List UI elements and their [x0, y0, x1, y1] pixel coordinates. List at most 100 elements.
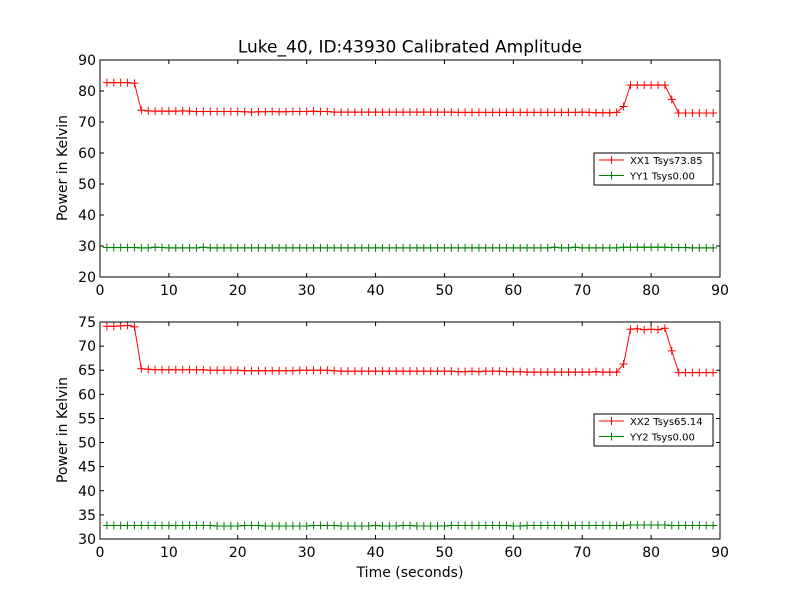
data-point [158, 243, 166, 252]
data-point [488, 521, 497, 530]
data-point [268, 521, 277, 530]
data-point [151, 365, 160, 374]
data-point [447, 243, 456, 252]
x-tick-label: 70 [573, 545, 591, 561]
data-point [523, 521, 532, 530]
data-point [633, 81, 642, 90]
y-tick-label: 40 [78, 484, 96, 500]
data-point [399, 521, 408, 530]
data-point [530, 108, 538, 117]
data-point [392, 108, 401, 117]
data-point [440, 243, 449, 252]
legend-marker [607, 171, 616, 180]
data-point [109, 78, 118, 87]
y-tick-label: 70 [78, 115, 96, 131]
data-point [412, 367, 421, 376]
data-point [399, 108, 408, 117]
data-point [220, 366, 228, 375]
data-point [474, 108, 483, 117]
data-point [585, 368, 594, 377]
data-point [626, 243, 635, 252]
data-point [474, 367, 483, 376]
data-point [502, 243, 511, 252]
x-tick-label: 30 [298, 283, 316, 299]
data-point [474, 521, 483, 530]
data-point [619, 243, 628, 252]
x-tick-label: 30 [298, 545, 316, 561]
data-point [571, 243, 580, 252]
data-point [385, 108, 394, 117]
data-point [481, 367, 490, 376]
data-point [261, 521, 270, 530]
legend: XX1 Tsys73.85 YY1 Tsys0.00 [593, 152, 714, 186]
legend: XX2 Tsys65.14 YY2 Tsys0.00 [593, 413, 714, 447]
data-point [233, 366, 242, 375]
data-point [357, 243, 366, 252]
data-point [633, 521, 642, 530]
data-point [295, 521, 304, 530]
legend-label: YY2 Tsys0.00 [629, 433, 695, 444]
data-point [123, 521, 132, 530]
data-point [667, 95, 676, 104]
data-point [213, 243, 222, 252]
data-point [206, 366, 215, 375]
x-tick-label: 60 [504, 545, 522, 561]
data-point [385, 521, 394, 530]
data-point [275, 107, 284, 116]
data-point [295, 366, 304, 375]
data-point [681, 243, 690, 252]
data-point [371, 243, 380, 252]
data-point [571, 108, 580, 117]
legend-label: XX1 Tsys73.85 [630, 156, 703, 167]
y-tick-label: 60 [78, 387, 96, 403]
y-tick-label: 35 [78, 508, 96, 524]
data-point [674, 109, 683, 118]
data-point [598, 243, 607, 252]
data-point [447, 108, 456, 117]
data-point [509, 521, 518, 530]
data-point [330, 521, 339, 530]
data-point [495, 367, 504, 376]
data-point [626, 81, 635, 90]
data-point [220, 107, 228, 116]
y-axis-label: Power in Kelvin [55, 377, 71, 483]
data-point [626, 521, 635, 530]
x-tick-label: 90 [711, 283, 729, 299]
data-point [578, 108, 587, 117]
data-point [640, 521, 649, 530]
legend-marker [607, 417, 616, 425]
data-point [516, 243, 525, 252]
data-point [488, 243, 497, 252]
data-point [605, 368, 614, 377]
data-point [536, 368, 545, 377]
data-point [151, 243, 160, 252]
data-point [433, 243, 442, 252]
data-point [102, 243, 111, 252]
y-tick-label: 30 [78, 532, 96, 548]
legend-entry: XX2 Tsys65.14 [599, 417, 703, 428]
data-point [592, 367, 600, 376]
data-point [275, 243, 284, 252]
data-point [440, 521, 449, 530]
data-point [378, 367, 387, 376]
x-tick-label: 20 [229, 283, 247, 299]
data-point [123, 78, 132, 87]
data-point [226, 107, 235, 116]
data-point [647, 521, 656, 530]
data-point [412, 108, 421, 117]
data-point [619, 102, 628, 111]
data-point [330, 243, 339, 252]
data-point [530, 243, 538, 252]
data-point [681, 521, 690, 530]
data-point [254, 243, 263, 252]
data-point [392, 367, 401, 376]
data-point [164, 365, 173, 374]
data-point [323, 107, 332, 116]
data-point [213, 521, 222, 530]
data-point [688, 109, 697, 118]
x-tick-label: 10 [160, 283, 178, 299]
data-point [412, 243, 421, 252]
data-point [598, 108, 607, 117]
data-point [426, 243, 435, 252]
data-point [109, 322, 118, 331]
